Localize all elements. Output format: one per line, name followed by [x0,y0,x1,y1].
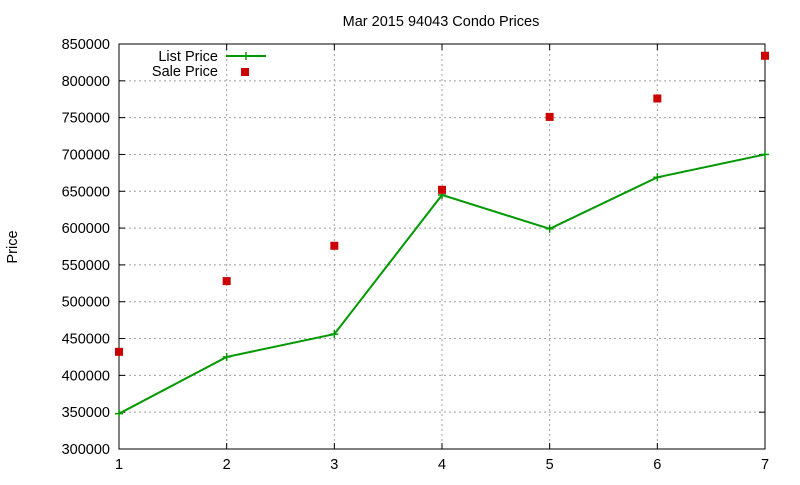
y-tick-label: 300000 [62,442,110,458]
y-tick-label: 500000 [62,295,110,311]
tick-labels: 300000 350000 400000 450000 500000 550000 6000… [62,37,769,473]
y-axis-label: Price [5,230,21,263]
series-sale-price [115,51,769,356]
series-sale-price-point [761,51,769,60]
series-list-price-point [761,150,769,159]
x-tick-label: 6 [653,457,661,473]
legend-entry: Sale Price [152,64,249,80]
legend-marker [241,68,249,76]
y-tick-label: 700000 [62,147,110,163]
legend-entry: List Price [158,49,266,65]
legend-marker [242,52,250,60]
y-tick-label: 650000 [62,184,110,200]
series-sale-price-point [330,241,339,250]
x-tick-label: 3 [330,457,338,473]
series-list-price-point [222,352,231,361]
y-tick-label: 400000 [62,368,110,384]
series-sale-price-point [653,94,662,103]
series-sale-price-point [222,277,231,286]
series-sale-price-point [438,185,446,194]
grid-lines [119,44,765,449]
legend-label: List Price [158,49,218,65]
axes [118,43,766,450]
y-tick-label: 550000 [62,258,110,274]
x-tick-label: 5 [546,457,554,473]
chart-title: Mar 2015 94043 Condo Prices [343,14,540,30]
data-series [115,51,769,418]
x-tick-label: 1 [115,457,123,473]
legend-label: Sale Price [152,64,218,80]
series-list-price [115,150,769,418]
y-tick-label: 750000 [62,111,110,127]
y-tick-label: 850000 [62,37,110,53]
series-list-price-point [115,409,123,418]
y-tick-label: 800000 [62,74,110,90]
series-list-price-point [653,173,662,182]
y-tick-label: 600000 [62,221,110,237]
x-tick-label: 4 [438,457,446,473]
series-sale-price-point [545,112,554,121]
series-list-price-point [545,224,554,233]
x-tick-label: 2 [223,457,231,473]
x-tick-label: 7 [761,457,769,473]
y-tick-label: 450000 [62,332,110,348]
y-tick-label: 350000 [62,405,110,421]
series-sale-price-point [115,347,123,356]
series-list-price-point [330,330,339,339]
